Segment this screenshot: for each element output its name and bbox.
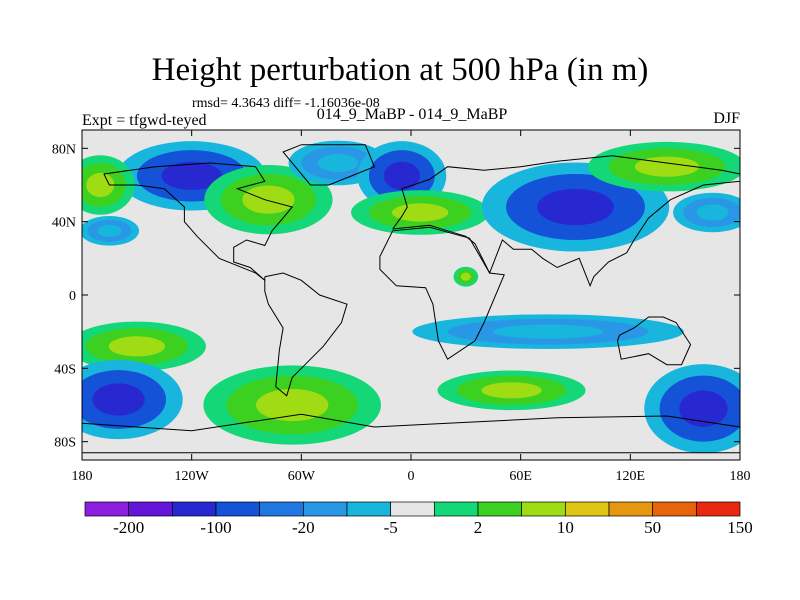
- colorbar-swatch-2: [171, 501, 217, 517]
- anomaly-layer: [82, 140, 740, 454]
- coastline-3: [392, 155, 740, 288]
- y-tick-label-4: 80S: [54, 436, 76, 451]
- anomaly-core-3: [242, 185, 295, 214]
- anomaly-core-2: [97, 224, 122, 237]
- x-tick-label-6: 180: [730, 469, 751, 484]
- colorbar-swatch-11: [564, 501, 610, 517]
- plot-title: Height perturbation at 500 hPa (in m): [151, 52, 649, 88]
- experiment-label: Expt = tfgwd-teyed: [82, 112, 207, 129]
- y-axis: 80N 40N 0 40S 80S: [52, 142, 740, 451]
- colorbar-swatch-3: [215, 501, 261, 517]
- anomaly-core-10: [108, 336, 165, 357]
- anomaly-core-6: [391, 203, 449, 222]
- colorbar-swatch-5: [302, 501, 348, 517]
- colorbar-label-2: -20: [292, 518, 315, 537]
- anomaly-core-16: [460, 272, 471, 281]
- x-tick-label-1: 120W: [175, 469, 210, 484]
- y-tick-label-3: 40S: [54, 362, 76, 377]
- colorbar-swatch-14: [695, 501, 741, 517]
- coastline-6: [82, 413, 740, 454]
- colorbar-label-7: 150: [727, 518, 753, 537]
- colorbar-swatch-13: [652, 501, 697, 517]
- anomaly-core-7: [537, 188, 614, 226]
- x-tick-label-3: 0: [408, 469, 415, 484]
- colorbar-swatch-4: [259, 501, 304, 517]
- coastline-0: [103, 162, 294, 281]
- anomaly-core-1: [86, 172, 115, 198]
- coastline-1: [264, 272, 348, 397]
- coastline-4: [379, 226, 505, 360]
- anomaly-core-4: [317, 153, 358, 173]
- colorbar-swatch-12: [608, 501, 654, 517]
- anomaly-core-13: [492, 324, 604, 339]
- colorbar-swatch-7: [390, 501, 435, 517]
- rmsd-diff-stats: rmsd= 4.3643 diff= -1.16036e-08: [192, 96, 380, 111]
- x-tick-label-2: 60W: [288, 469, 316, 484]
- y-tick-label-1: 40N: [52, 216, 76, 231]
- anomaly-core-5: [383, 161, 420, 190]
- anomaly-core-0: [161, 161, 222, 190]
- anomaly-core-12: [256, 388, 329, 422]
- y-tick-label-0: 80N: [52, 142, 76, 157]
- x-tick-label-4: 60E: [509, 469, 532, 484]
- season-label: DJF: [713, 110, 740, 127]
- anomaly-core-8: [634, 156, 700, 177]
- anomaly-core-9: [696, 204, 729, 221]
- x-axis: 180 120W 60W 0 60E 120E 180: [72, 130, 751, 484]
- y-tick-label-2: 0: [69, 289, 76, 304]
- coastline-2: [282, 144, 376, 186]
- colorbar-swatch-8: [433, 501, 479, 517]
- colorbar-swatch-1: [128, 501, 173, 517]
- anomaly-core-14: [481, 382, 542, 399]
- colorbar-label-6: 50: [644, 518, 661, 537]
- colorbar-label-3: -5: [384, 518, 398, 537]
- colorbar-swatch-0: [84, 501, 130, 517]
- colorbar-labels: -200 -100 -20 -5 2 10 50 150: [113, 518, 753, 537]
- colorbar-swatch-9: [477, 501, 523, 517]
- anomaly-core-15: [679, 390, 728, 427]
- colorbar-swatch-10: [521, 501, 566, 517]
- coastline-layer: [82, 144, 740, 454]
- colorbar-label-0: -200: [113, 518, 144, 537]
- anomaly-core-11: [92, 383, 145, 416]
- coastline-5: [616, 316, 692, 366]
- x-tick-label-0: 180: [72, 469, 93, 484]
- x-tick-label-5: 120E: [616, 469, 646, 484]
- colorbar: [84, 501, 741, 517]
- colorbar-label-4: 2: [474, 518, 483, 537]
- colorbar-swatch-6: [346, 501, 392, 517]
- case-label: 014_9_MaBP - 014_9_MaBP: [316, 106, 508, 123]
- colorbar-label-5: 10: [557, 518, 574, 537]
- colorbar-label-1: -100: [200, 518, 231, 537]
